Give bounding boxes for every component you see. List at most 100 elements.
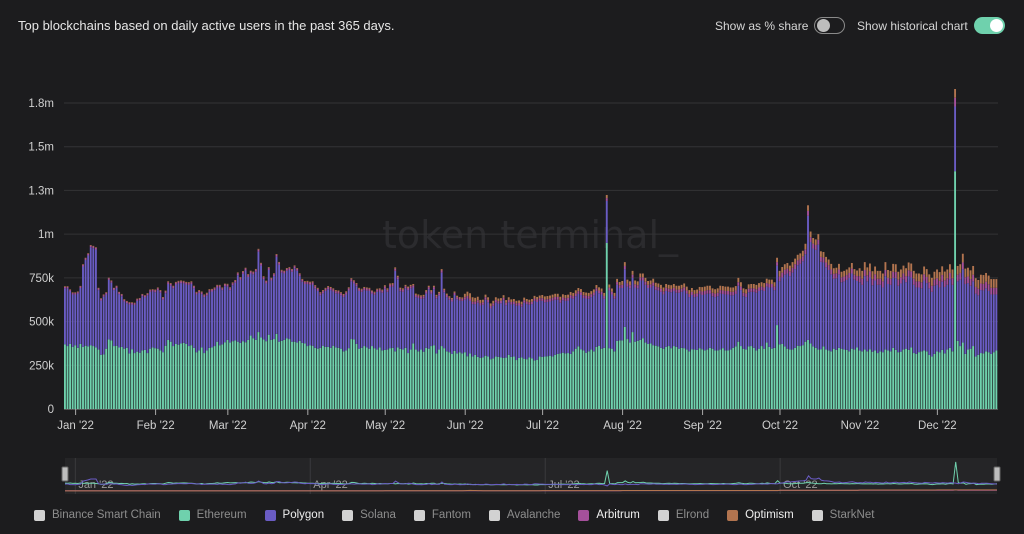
bar-optimism[interactable] <box>580 289 582 293</box>
bar-polygon[interactable] <box>665 290 668 347</box>
bar-polygon[interactable] <box>82 266 84 347</box>
bar-polygon[interactable] <box>809 242 812 344</box>
bar-arbitrum[interactable] <box>592 292 595 296</box>
bar-ethereum[interactable] <box>574 348 577 409</box>
bar-arbitrum[interactable] <box>275 254 278 257</box>
bar-polygon[interactable] <box>995 294 998 351</box>
bar-optimism[interactable] <box>345 291 348 293</box>
bar-ethereum[interactable] <box>229 342 232 409</box>
bar-polygon[interactable] <box>600 294 603 349</box>
bar-ethereum[interactable] <box>69 343 72 409</box>
bar-ethereum[interactable] <box>778 344 781 409</box>
bar-optimism[interactable] <box>789 265 791 272</box>
bar-optimism[interactable] <box>337 290 340 292</box>
bar-arbitrum[interactable] <box>763 287 766 291</box>
legend-item-starknet[interactable]: StarkNet <box>811 509 874 521</box>
bar-ethereum[interactable] <box>159 350 162 409</box>
bar-ethereum[interactable] <box>288 339 291 409</box>
bar-ethereum[interactable] <box>342 351 345 409</box>
bar-polygon[interactable] <box>322 293 324 346</box>
bar-arbitrum[interactable] <box>133 303 136 305</box>
bar-optimism[interactable] <box>131 302 133 304</box>
bar-optimism[interactable] <box>724 286 727 291</box>
bar-optimism[interactable] <box>373 291 376 293</box>
bar-arbitrum[interactable] <box>414 294 417 298</box>
bar-ethereum[interactable] <box>187 346 190 409</box>
bar-optimism[interactable] <box>982 275 985 284</box>
bar-optimism[interactable] <box>665 283 668 288</box>
bar-optimism[interactable] <box>850 262 853 269</box>
bar-polygon[interactable] <box>559 302 562 354</box>
bar-arbitrum[interactable] <box>213 288 216 291</box>
bar-ethereum[interactable] <box>580 349 582 409</box>
bar-polygon[interactable] <box>275 256 278 334</box>
bar-optimism[interactable] <box>644 277 647 282</box>
bar-ethereum[interactable] <box>946 349 949 409</box>
bar-ethereum[interactable] <box>577 346 580 409</box>
bar-optimism[interactable] <box>288 267 291 269</box>
bar-arbitrum[interactable] <box>969 279 972 286</box>
bar-optimism[interactable] <box>618 282 621 286</box>
bar-ethereum[interactable] <box>247 339 250 409</box>
bar-arbitrum[interactable] <box>618 285 621 288</box>
bar-optimism[interactable] <box>783 264 786 270</box>
bar-arbitrum[interactable] <box>812 243 815 249</box>
bar-polygon[interactable] <box>634 287 637 342</box>
bar-optimism[interactable] <box>211 288 213 290</box>
bar-ethereum[interactable] <box>598 345 600 409</box>
bar-optimism[interactable] <box>239 277 242 279</box>
bar-arbitrum[interactable] <box>783 269 786 275</box>
bar-optimism[interactable] <box>755 284 758 290</box>
bar-optimism[interactable] <box>585 292 588 296</box>
bar-ethereum[interactable] <box>296 342 299 409</box>
bar-optimism[interactable] <box>107 277 110 279</box>
bar-ethereum[interactable] <box>938 352 941 409</box>
bar-polygon[interactable] <box>827 269 830 351</box>
bar-polygon[interactable] <box>242 273 244 342</box>
bar-ethereum[interactable] <box>383 349 386 409</box>
bar-polygon[interactable] <box>226 286 229 340</box>
bar-polygon[interactable] <box>840 282 843 349</box>
bar-optimism[interactable] <box>376 288 379 290</box>
bar-ethereum[interactable] <box>154 348 157 409</box>
bar-arbitrum[interactable] <box>688 293 691 298</box>
bar-ethereum[interactable] <box>644 342 647 409</box>
bar-ethereum[interactable] <box>680 347 683 409</box>
bar-ethereum[interactable] <box>213 346 216 409</box>
bar-polygon[interactable] <box>494 302 497 357</box>
bar-ethereum[interactable] <box>595 346 598 409</box>
bar-optimism[interactable] <box>892 263 895 272</box>
bar-optimism[interactable] <box>660 284 662 289</box>
bar-arbitrum[interactable] <box>466 296 469 299</box>
bar-polygon[interactable] <box>894 278 897 350</box>
bar-polygon[interactable] <box>481 304 484 358</box>
bar-optimism[interactable] <box>110 280 113 282</box>
bar-ethereum[interactable] <box>182 342 185 409</box>
bar-polygon[interactable] <box>752 291 755 348</box>
bar-arbitrum[interactable] <box>923 274 926 281</box>
bar-ethereum[interactable] <box>533 360 536 409</box>
bar-optimism[interactable] <box>868 263 871 272</box>
bar-arbitrum[interactable] <box>151 289 154 292</box>
bar-ethereum[interactable] <box>760 346 763 409</box>
bar-ethereum[interactable] <box>242 341 244 409</box>
bar-optimism[interactable] <box>778 270 781 277</box>
bar-optimism[interactable] <box>298 273 301 275</box>
bar-polygon[interactable] <box>616 284 619 341</box>
bar-optimism[interactable] <box>247 274 250 276</box>
bar-polygon[interactable] <box>770 287 773 349</box>
bar-polygon[interactable] <box>216 287 219 342</box>
bar-optimism[interactable] <box>316 287 319 289</box>
bar-ethereum[interactable] <box>376 349 379 409</box>
bar-optimism[interactable] <box>461 297 464 299</box>
bar-optimism[interactable] <box>912 270 915 279</box>
bar-optimism[interactable] <box>216 284 219 286</box>
bar-ethereum[interactable] <box>990 353 993 409</box>
bar-arbitrum[interactable] <box>500 300 502 304</box>
bar-polygon[interactable] <box>195 294 198 353</box>
bar-polygon[interactable] <box>84 260 87 346</box>
bar-ethereum[interactable] <box>660 347 662 409</box>
bar-polygon[interactable] <box>283 273 286 340</box>
bar-polygon[interactable] <box>941 281 944 350</box>
bar-arbitrum[interactable] <box>322 291 324 294</box>
